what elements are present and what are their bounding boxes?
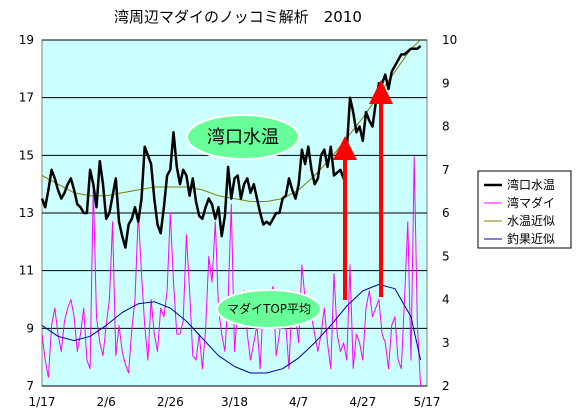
legend-label: 湾マダイ [507,195,555,210]
y-left-tick-label: 9 [26,321,34,335]
y-right-tick-label: 9 [442,76,450,90]
y-left-tick-label: 17 [19,91,34,105]
y-right-tick-label: 2 [442,379,450,393]
x-tick-label: 1/17 [29,395,56,409]
x-tick-label: 2/6 [97,395,116,409]
y-left-tick-label: 11 [19,264,34,278]
y-left-tick-label: 15 [19,148,34,162]
series-madai [41,156,422,387]
y-right-tick-label: 5 [442,249,450,263]
y-right-tick-label: 4 [442,293,450,307]
legend-label: 湾口水温 [507,177,555,192]
series-temp-fit [41,39,421,202]
y-left-tick-label: 7 [26,379,34,393]
x-tick-label: 4/7 [289,395,308,409]
y-right-tick-label: 3 [442,336,450,350]
series-water-temp [40,44,422,249]
y-right-tick-label: 7 [442,163,450,177]
y-right-tick-label: 10 [442,33,457,47]
y-left-tick-label: 13 [19,206,34,220]
water-temp-bubble-label: 湾口水温 [207,127,279,148]
x-tick-label: 3/18 [221,395,248,409]
water-temp-bubble [186,114,300,160]
legend: 湾口水温 湾マダイ 水温近似 釣果近似 [477,170,572,249]
x-tick-label: 2/26 [157,395,184,409]
y-right-tick-label: 6 [442,206,450,220]
y-right-tick-label: 8 [442,120,450,134]
x-tick-label: 5/17 [414,395,441,409]
madai-top-bubble [216,289,322,329]
legend-label: 水温近似 [507,214,555,228]
legend-label: 釣果近似 [507,231,555,246]
chart-title: 湾周辺マダイのノッコミ解析 2010 [114,8,362,26]
series-catch-fit [41,283,422,374]
y-left-tick-label: 19 [19,33,34,47]
x-tick-label: 4/27 [349,395,376,409]
madai-top-bubble-label: マダイTOP平均 [227,301,311,316]
